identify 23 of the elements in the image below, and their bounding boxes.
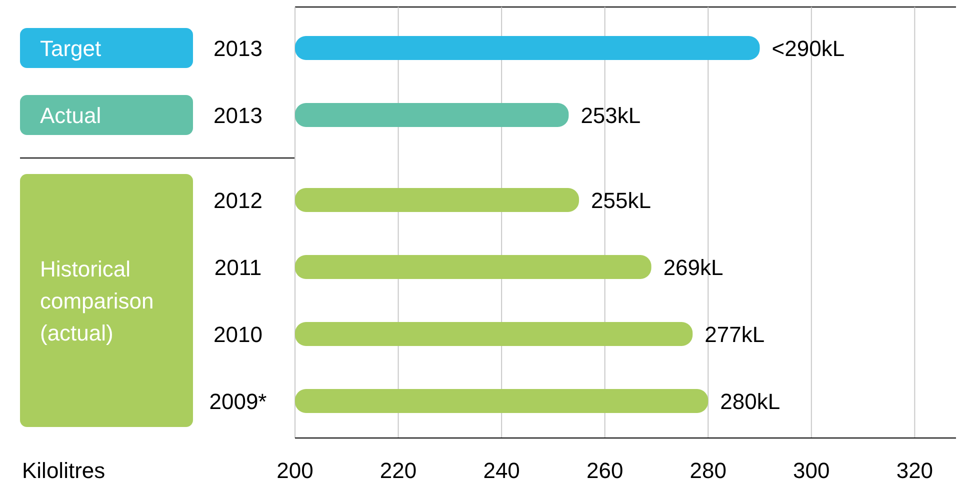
text: Target — [40, 36, 102, 61]
data-label: 253kL — [580, 103, 641, 128]
x-tick-label: 260 — [586, 458, 624, 483]
y-tick-label: 2012 — [214, 188, 262, 213]
y-tick-label: 2011 — [214, 255, 262, 280]
y-tick-label: 2009* — [209, 389, 268, 414]
text: Actual — [40, 103, 102, 128]
y-tick-label: 2013 — [214, 36, 262, 61]
data-label: 269kL — [663, 255, 724, 280]
data-label: 277kL — [704, 322, 765, 347]
x-tick-label: 240 — [483, 458, 520, 483]
x-tick-label: 220 — [380, 458, 417, 483]
data-label: 280kL — [720, 389, 780, 414]
y-tick-label: 2010 — [214, 322, 262, 347]
data-label: <290kL — [772, 36, 845, 61]
text: Historical comparison (actual) — [40, 256, 154, 346]
y-tick-label: 2013 — [214, 103, 262, 128]
x-axis-title: Kilolitres — [22, 458, 106, 483]
data-label: 255kL — [591, 188, 651, 213]
x-tick-label: 320 — [896, 458, 934, 483]
x-tick-label: 300 — [793, 458, 830, 483]
x-tick-label: 200 — [276, 458, 314, 483]
x-tick-label: 280 — [690, 458, 726, 483]
